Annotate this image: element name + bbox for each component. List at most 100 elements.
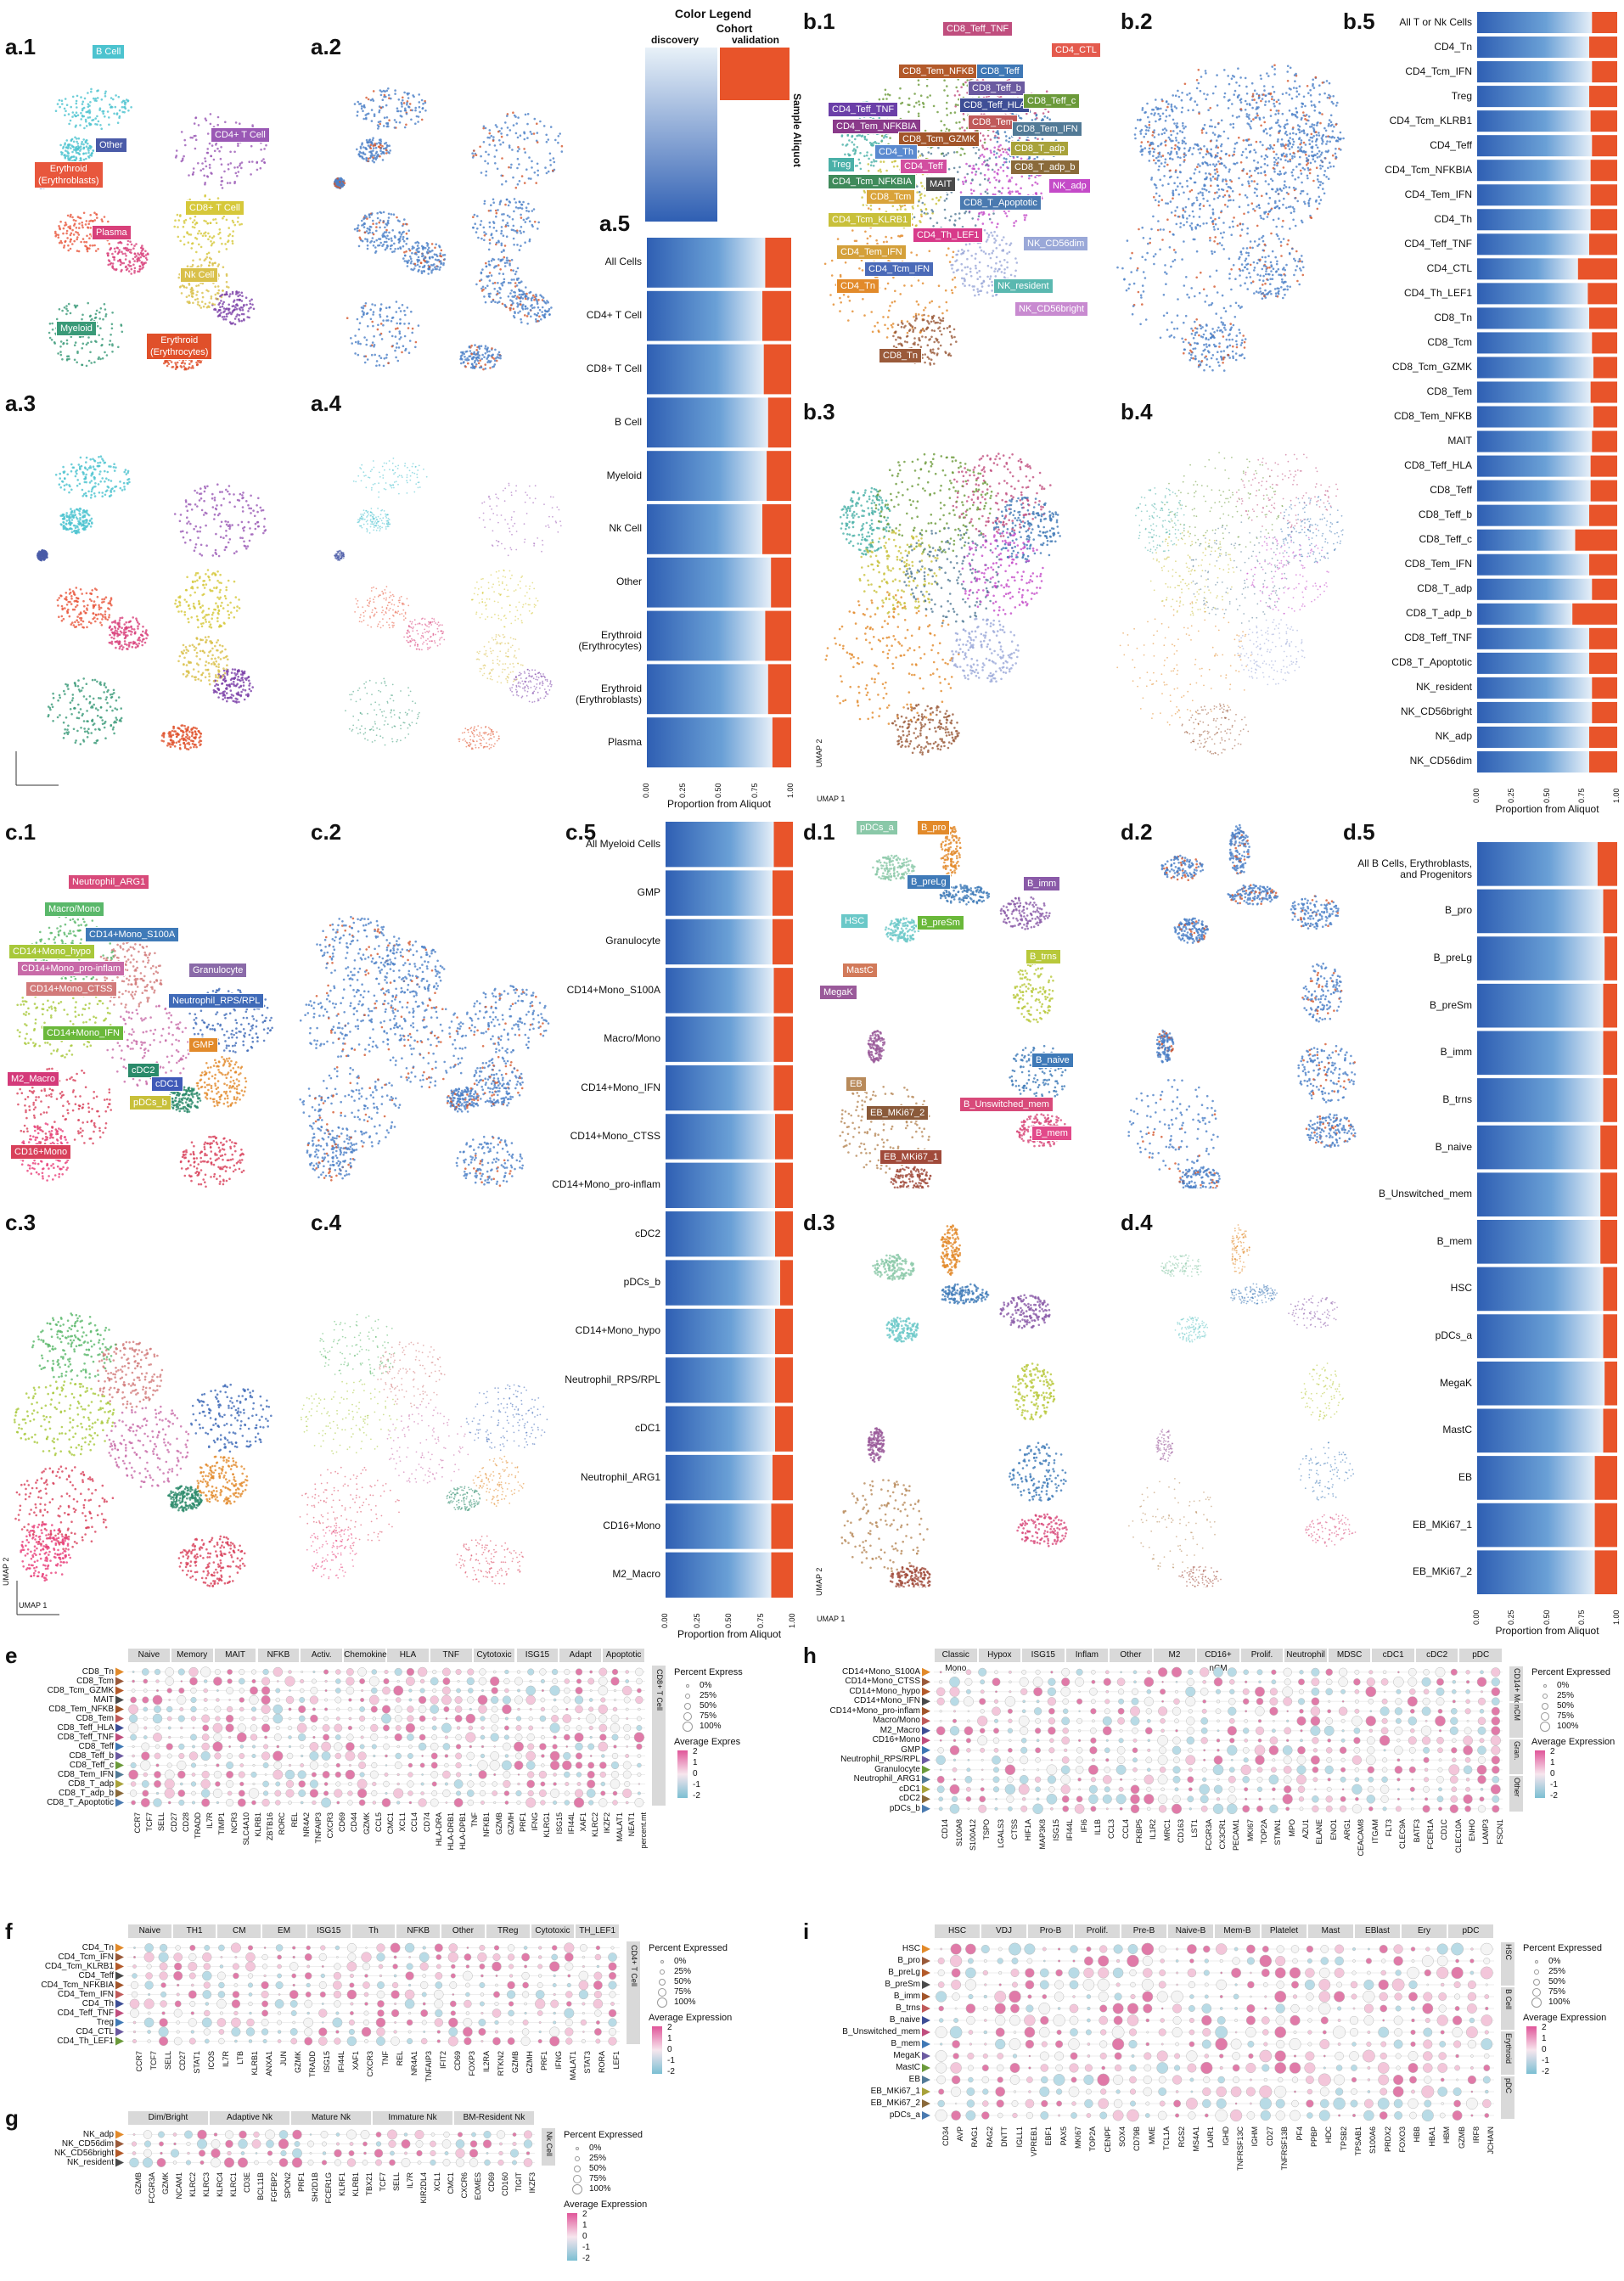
umap-cell-point [199,258,201,261]
umap-cell-point [228,234,230,238]
umap-cell-point [109,705,112,708]
umap-cell-point [213,663,216,666]
umap-cell-point [226,673,229,676]
umap-cell-point [81,342,85,346]
umap-cell-point [239,537,242,539]
umap-cell-point [411,251,413,255]
umap-cell-point [229,689,233,692]
umap-cell-point [183,220,186,222]
umap-cell-point [498,272,501,275]
umap-cell-point [222,667,225,670]
umap-cell-point [85,240,88,244]
umap-cell-point [209,222,212,224]
umap-cell-point [488,242,492,244]
umap-cell-point [110,489,112,492]
umap-cell-point [118,640,121,643]
umap-cell-point [82,143,85,146]
umap-cell-point [191,221,194,224]
umap-cell-point [115,721,117,724]
umap-cell-point [478,602,480,604]
umap-cell-point [202,621,205,625]
umap-cell-point [192,605,195,608]
umap-cell-point [77,146,81,149]
umap-cell-point [485,265,488,268]
umap-cell-point [94,613,98,616]
umap-cell-point [377,595,379,598]
umap-cell-point [74,741,77,744]
umap-cell-point [189,233,193,236]
umap-cell-point [140,252,143,256]
umap-cell-point [479,616,481,619]
umap-cell-point [47,705,50,708]
umap-cell-point [429,640,430,643]
umap-cell-point [203,499,205,503]
umap-cell-point [513,290,515,294]
umap-cell-point [357,227,359,229]
umap-cell-point [116,621,119,625]
umap-cell-point [248,679,250,683]
umap-cell-point [218,301,222,305]
umap-cell-point [108,615,110,619]
umap-cell-point [191,580,194,583]
umap-cell-point [379,728,381,731]
umap-cell-point [417,121,419,123]
umap-cell-point [98,311,101,314]
umap-cell-point [222,307,226,310]
umap-cell-point [76,619,78,621]
umap-cell-point [487,263,491,266]
umap-cell-point [521,297,525,300]
umap-cell-point [90,480,93,482]
umap-cell-point [225,248,228,250]
umap-cell-point [523,541,525,543]
umap-cell-point [70,699,74,702]
umap-cell-point [70,713,73,716]
umap-cell-point [480,220,483,222]
umap-cell-point [379,303,383,306]
umap-cell-point [147,253,149,256]
umap-cell-point [121,648,124,651]
umap-cell-point [513,510,515,513]
umap-cell-point [233,223,237,227]
umap-cell-point [42,556,44,559]
umap-cell-point [485,732,487,734]
umap-cell-point [96,216,98,219]
umap-cell-point [110,695,114,699]
umap-cell-point [205,621,207,623]
umap-cell-point [205,119,208,122]
umap-cell-point [406,261,409,264]
umap-cell-point [214,218,217,221]
umap-cell-point [122,631,126,633]
umap-cell-point [188,503,190,506]
umap-cell-point [56,716,59,719]
umap-cell-point [202,514,205,516]
umap-cell-point [164,361,167,364]
umap-cell-point [242,492,244,494]
umap-cell-point [529,131,532,133]
umap-cell-point [87,336,90,339]
umap-cell-point [93,678,97,682]
umap-cell-point [211,589,214,593]
umap-cell-point [385,716,387,719]
umap-cell-point [104,610,107,613]
umap-cell-point [533,545,535,547]
umap-cell-point [56,103,59,105]
umap-cell-point [435,243,437,246]
umap-cell-point [230,611,233,614]
umap-cell-point [379,106,383,110]
umap-cell-point [62,525,65,528]
umap-cell-point [183,243,186,246]
umap-cell-point [382,125,385,127]
umap-cell-point [86,736,89,739]
umap-cell-point [379,140,382,143]
umap-cell-point [211,242,214,245]
umap-cell-point [81,313,84,317]
umap-cell-point [379,146,382,149]
umap-cell-point [536,132,539,134]
umap-cell-point [228,613,231,616]
umap-cell-point [441,254,445,256]
umap-cell-point [80,148,82,150]
umap-cell-point [520,614,522,616]
umap-cell-point [497,351,501,354]
umap-cell-point [225,218,228,222]
umap-cell-point [382,517,385,520]
